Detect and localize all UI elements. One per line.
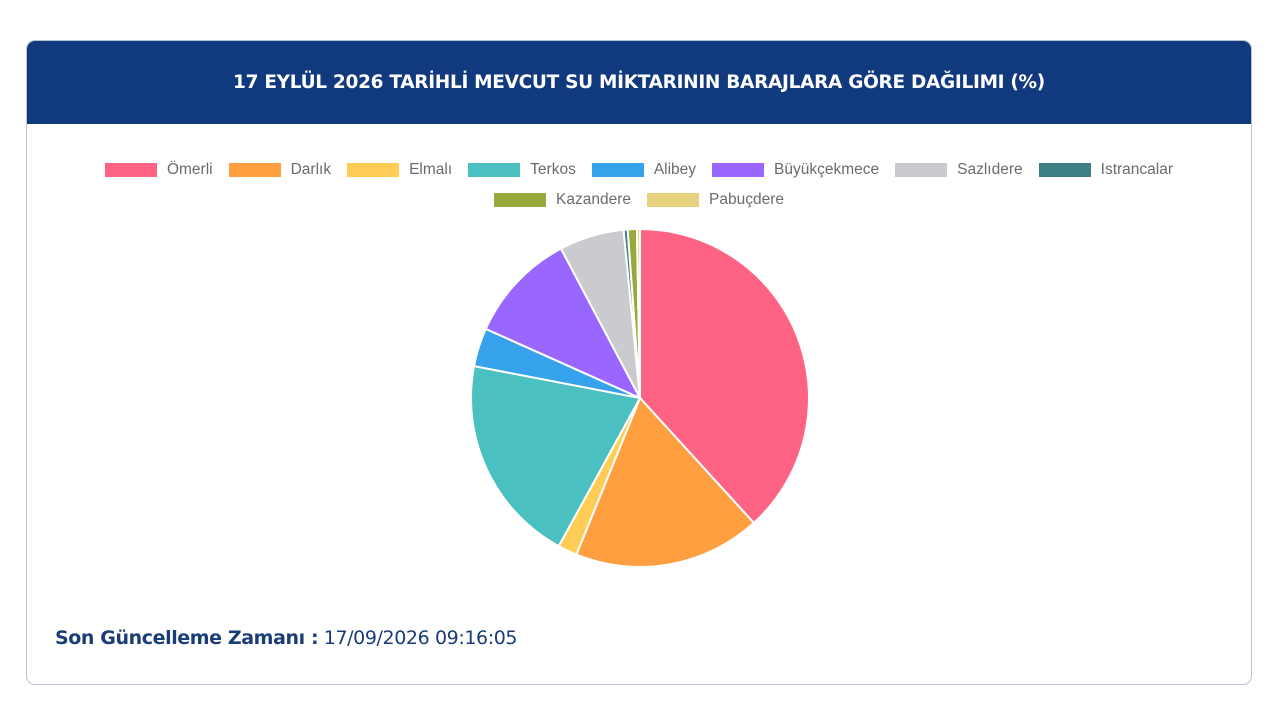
legend-item-buyukcekmece[interactable]: Büyükçekmece xyxy=(712,159,879,181)
legend-swatch xyxy=(1038,163,1091,177)
last-update-label: Son Güncelleme Zamanı : xyxy=(55,627,319,649)
legend-label: Darlık xyxy=(290,161,332,178)
legend-item-istrancalar[interactable]: Istrancalar xyxy=(1038,159,1174,181)
legend-label: Sazlıdere xyxy=(957,161,1023,178)
legend-item-elmali[interactable]: Elmalı xyxy=(347,159,452,181)
pie-chart xyxy=(470,227,810,568)
pie-slice-darlık[interactable] xyxy=(575,396,756,568)
last-update-value: 17/09/2026 09:16:05 xyxy=(323,627,518,649)
legend-swatch xyxy=(895,163,948,177)
pie-slice-pabuçdere[interactable] xyxy=(635,227,641,399)
legend-swatch xyxy=(712,163,765,177)
legend-label: Pabuçdere xyxy=(709,191,784,208)
legend-item-darlik[interactable]: Darlık xyxy=(228,159,332,181)
card-header: 17 EYLÜL 2026 TARİHLİ MEVCUT SU MİKTARIN… xyxy=(27,41,1251,124)
pie-slice-büyükçekmece[interactable] xyxy=(484,247,643,401)
legend-item-terkos[interactable]: Terkos xyxy=(468,159,576,181)
legend-swatch xyxy=(468,163,521,177)
chart-title: 17 EYLÜL 2026 TARİHLİ MEVCUT SU MİKTARIN… xyxy=(233,72,1045,93)
legend-label: Alibey xyxy=(653,161,697,178)
pie-slice-terkos[interactable] xyxy=(470,364,642,548)
legend-item-pabucdere[interactable]: Pabuçdere xyxy=(647,189,784,211)
chart-legend: Ömerli Darlık Elmalı Terkos Alibey Büyük… xyxy=(27,159,1251,211)
legend-item-sazlidere[interactable]: Sazlıdere xyxy=(895,159,1023,181)
legend-swatch xyxy=(647,193,699,207)
legend-item-kazandere[interactable]: Kazandere xyxy=(494,189,631,211)
legend-item-omerli[interactable]: Ömerli xyxy=(104,159,213,181)
legend-label: Ömerli xyxy=(166,161,213,178)
legend-swatch xyxy=(104,163,157,177)
legend-label: Kazandere xyxy=(556,191,631,208)
legend-label: Istrancalar xyxy=(1100,161,1174,178)
legend-swatch xyxy=(591,163,644,177)
legend-swatch xyxy=(494,193,547,207)
legend-label: Büyükçekmece xyxy=(774,161,880,178)
legend-label: Terkos xyxy=(530,161,576,178)
pie-slice-ömerli[interactable] xyxy=(639,227,810,525)
legend-label: Elmalı xyxy=(409,161,453,178)
chart-card: 17 EYLÜL 2026 TARİHLİ MEVCUT SU MİKTARIN… xyxy=(26,40,1252,685)
legend-swatch xyxy=(347,163,400,177)
legend-item-alibey[interactable]: Alibey xyxy=(591,159,697,181)
legend-swatch xyxy=(228,163,281,177)
last-update: Son Güncelleme Zamanı : 17/09/2026 09:16… xyxy=(55,627,517,649)
